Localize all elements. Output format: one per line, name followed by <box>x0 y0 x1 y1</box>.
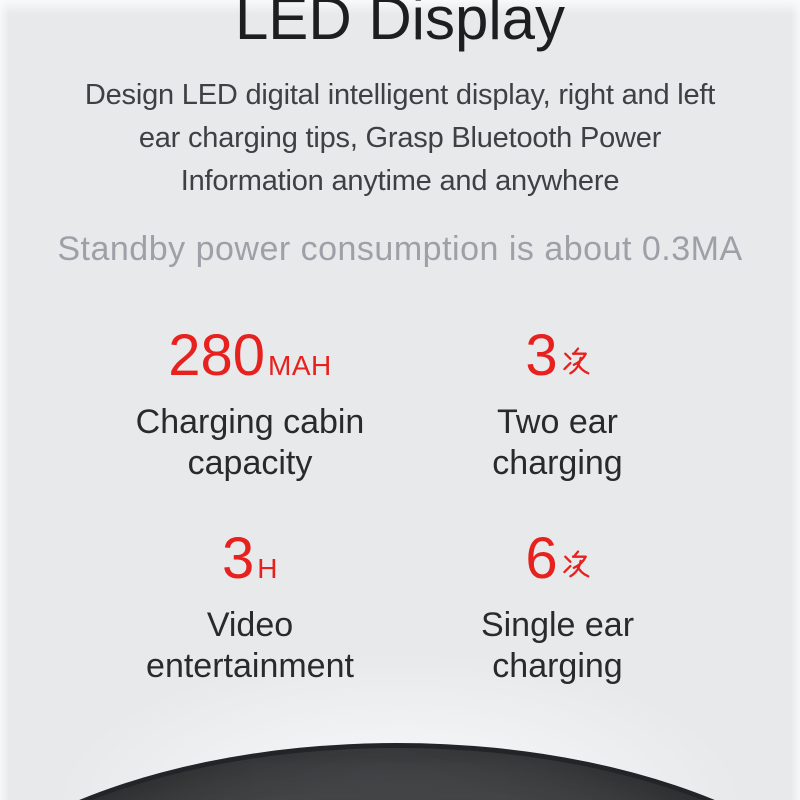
cjk-times-glyph <box>562 347 590 375</box>
description-paragraph: Design LED digital intelligent display, … <box>0 74 800 203</box>
stat-label: Charging cabin capacity <box>100 402 400 484</box>
description-line: Information anytime and anywhere <box>180 165 620 197</box>
stat-label-line: capacity <box>187 444 313 482</box>
cjk-times-glyph <box>562 550 590 578</box>
stat-value: 3次 <box>405 326 710 396</box>
stat-label-line: Video <box>206 606 294 644</box>
stat-value: 6次 <box>405 529 710 599</box>
stat-label-line: charging <box>492 444 623 482</box>
stat-label-line: charging <box>492 647 623 685</box>
stat-two-ear-charging: 3次 Two ear charging <box>405 326 710 484</box>
stat-unit: H <box>257 553 278 584</box>
stat-single-ear-charging: 6次 Single ear charging <box>405 529 710 687</box>
description-line: ear charging tips, Grasp Bluetooth Power <box>138 122 662 154</box>
stat-unit: MAH <box>268 350 332 381</box>
stat-value: 280 MAH <box>100 326 400 396</box>
stat-label-line: Charging cabin <box>135 403 365 441</box>
stat-charging-cabin-capacity: 280 MAH Charging cabin capacity <box>100 326 400 484</box>
stat-label: Video entertainment <box>100 605 400 687</box>
stat-label: Single ear charging <box>405 605 710 687</box>
description-line: Design LED digital intelligent display, … <box>84 79 716 111</box>
stat-label-line: entertainment <box>146 647 354 685</box>
page-title: LED Display <box>234 0 566 52</box>
stat-label-line: Two ear <box>497 403 618 441</box>
stat-number: 6 <box>525 526 558 591</box>
stat-unit: 次 <box>561 550 590 584</box>
standby-note: Standby power consumption is about 0.3MA <box>57 230 743 268</box>
stat-number: 280 <box>168 323 266 388</box>
stat-label: Two ear charging <box>405 402 710 484</box>
stat-number: 3 <box>525 323 558 388</box>
stat-unit: 次 <box>561 347 590 381</box>
case-top-surface <box>0 748 800 800</box>
stat-number: 3 <box>222 526 255 591</box>
stat-label-line: Single ear <box>480 606 635 644</box>
